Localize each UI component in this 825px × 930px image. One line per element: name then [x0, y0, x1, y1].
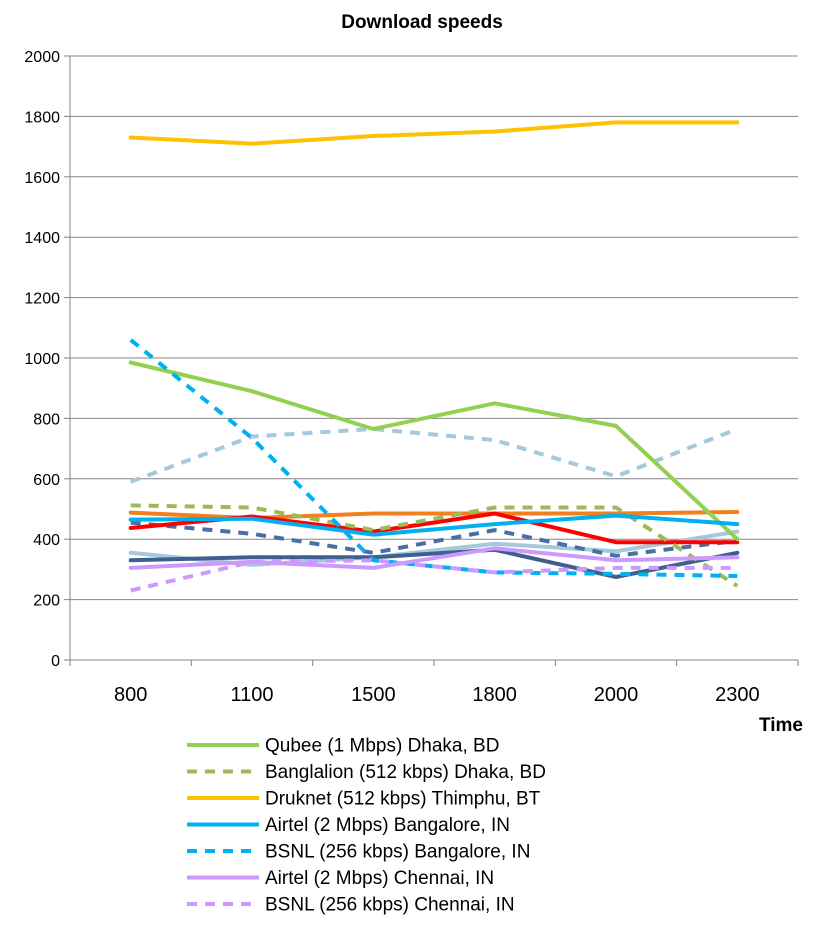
x-tick-label: 2000	[594, 684, 639, 706]
chart-title: Download speeds	[341, 12, 503, 33]
series-line	[130, 558, 738, 593]
legend-label: BSNL (256 kbps) Bangalore, IN	[265, 842, 530, 863]
y-tick-label: 1000	[24, 351, 60, 368]
y-tick-label: 800	[33, 411, 60, 428]
y-tick-label: 0	[51, 653, 60, 670]
x-tick-label: 1500	[351, 684, 396, 706]
x-tick-label: 1800	[472, 684, 517, 706]
x-tick-label: 2300	[715, 684, 760, 706]
legend-label: Qubee (1 Mbps) Dhaka, BD	[265, 736, 499, 757]
y-tick-label: 1200	[24, 291, 60, 308]
series-line	[128, 360, 740, 542]
legend-label: BSNL (256 kbps) Chennai, IN	[265, 895, 515, 916]
legend: Qubee (1 Mbps) Dhaka, BD Banglalion (512 …	[187, 736, 546, 916]
x-tick-label: 1100	[230, 684, 273, 706]
series-line	[128, 547, 740, 579]
y-tick-label: 1800	[24, 109, 60, 126]
y-tick-label: 600	[33, 472, 60, 489]
series-line	[130, 503, 739, 588]
series-line	[129, 338, 738, 578]
x-tick-label: 800	[114, 684, 147, 706]
series-line	[130, 520, 738, 558]
y-tick-label: 400	[33, 532, 60, 549]
y-tick-label: 200	[33, 593, 60, 610]
series-line	[128, 546, 740, 570]
y-axis-ticks: 0 200 400 600 800 1000 1200 1400 1600 1800 2000	[24, 49, 60, 670]
series-lines	[128, 120, 740, 593]
legend-label: Airtel (2 Mbps) Bangalore, IN	[265, 815, 510, 836]
legend-label: Druknet (512 kbps) Thimphu, BT	[265, 789, 541, 810]
legend-label: Banglalion (512 kbps) Dhaka, BD	[265, 762, 546, 783]
series-line	[130, 427, 739, 484]
y-tick-label: 1400	[24, 230, 60, 247]
y-tick-label: 2000	[24, 49, 60, 66]
y-tick-label: 1600	[24, 170, 60, 187]
legend-label: Airtel (2 Mbps) Chennai, IN	[265, 868, 494, 889]
series-line	[128, 513, 740, 537]
x-axis-title: Time	[759, 715, 803, 736]
gridlines	[64, 55, 798, 661]
x-axis-ticks: 800 1100 1500 1800 2000 2300	[69, 660, 799, 706]
series-line	[128, 120, 740, 146]
